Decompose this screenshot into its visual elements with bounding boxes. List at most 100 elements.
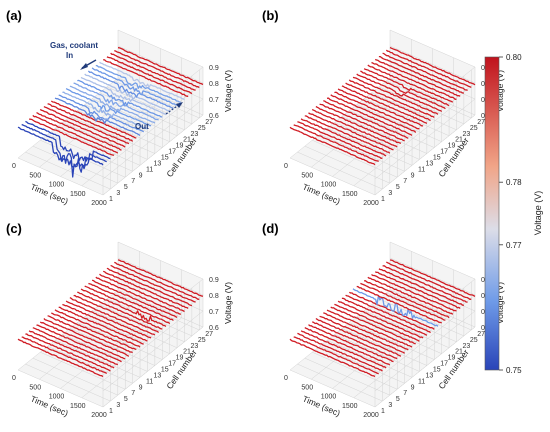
cell-tick-label: 19 (176, 355, 184, 362)
cell-tick-label: 9 (139, 384, 143, 391)
inlet-arrowhead (80, 63, 88, 70)
cell-trace-5 (304, 327, 391, 366)
cell-trace-24 (103, 59, 189, 97)
voltage-axis-label: Voltage (V) (495, 282, 505, 324)
cell-trace-15 (341, 297, 428, 336)
cell-trace-18 (352, 76, 439, 115)
cell-trace-12 (58, 306, 144, 345)
cell-tick-label: 3 (116, 190, 120, 197)
grid-line (374, 77, 476, 196)
voltage-tick-label: 0.8 (209, 81, 219, 88)
cell-tick-label: 17 (440, 361, 448, 368)
colorbar: 0.80 0.78 0.77 0.75 Voltage (V) (484, 53, 543, 375)
cell-trace-7 (39, 108, 126, 148)
cell-tick-label: 3 (116, 402, 120, 409)
outlet-arrowhead (176, 102, 183, 108)
cell-trace-27 (386, 261, 472, 300)
cell-tick-label: 25 (198, 337, 206, 344)
panel-label: (d) (262, 221, 279, 236)
cell-trace-1 (289, 338, 376, 378)
cell-trace-28 (117, 259, 204, 297)
cell-tick-label: 23 (462, 343, 470, 350)
cell-trace-28 (117, 47, 204, 86)
voltage-tick-label: 0.6 (209, 113, 219, 120)
cell-trace-13 (62, 91, 148, 130)
cell-tick-label: 21 (183, 349, 191, 356)
cell-trace-22 (95, 64, 181, 103)
time-tick-label: 500 (301, 172, 313, 179)
cell-tick-label: 7 (403, 390, 407, 397)
cell-trace-23 (99, 61, 185, 101)
grid-line (374, 257, 476, 376)
cell-trace-26 (110, 264, 196, 303)
colorbar-gradient (484, 56, 500, 371)
cell-trace-10 (323, 100, 409, 139)
cell-tick-label: 13 (425, 160, 433, 167)
cell-tick-label: 11 (418, 378, 425, 385)
cell-trace-27 (114, 261, 200, 300)
cell-tick-label: 19 (448, 355, 456, 362)
cell-tick-label: 21 (183, 137, 191, 144)
cell-tick-label: 11 (418, 166, 425, 173)
voltage-tick-label: 0.6 (209, 325, 219, 332)
cell-trace-10 (50, 100, 137, 139)
cell-trace-21 (91, 279, 178, 318)
cell-trace-16 (345, 82, 431, 122)
voltage-tick-label: 0.8 (209, 293, 219, 300)
colorbar-tick-label: 0.75 (506, 366, 522, 375)
cell-trace-15 (69, 297, 156, 336)
cell-tick-label: 25 (198, 125, 206, 132)
cell-trace-26 (382, 52, 468, 92)
cell-tick-label: 7 (131, 178, 135, 185)
cell-tick-label: 5 (396, 396, 400, 403)
cell-trace-10 (50, 312, 137, 351)
cell-trace-19 (84, 73, 171, 113)
grid-line (102, 45, 204, 164)
cell-trace-5 (304, 115, 391, 154)
grid-line (374, 289, 476, 408)
time-tick-label: 0 (12, 375, 16, 382)
cell-trace-23 (371, 61, 457, 100)
time-tick-label: 2000 (91, 412, 107, 419)
cell-trace-25 (106, 267, 193, 307)
voltage-axis-label: Voltage (V) (495, 70, 505, 112)
cell-trace-15 (69, 85, 156, 124)
cell-trace-24 (102, 270, 189, 309)
cell-trace-16 (345, 294, 431, 334)
cell-tick-label: 1 (109, 196, 113, 203)
cell-trace-3 (25, 120, 111, 162)
cell-trace-25 (378, 268, 464, 306)
grid-line (102, 29, 204, 148)
cell-trace-21 (91, 67, 178, 106)
cell-trace-18 (80, 288, 167, 327)
cell-trace-26 (382, 265, 468, 303)
cell-trace-25 (378, 55, 464, 94)
cell-tick-label: 17 (168, 361, 176, 368)
cell-trace-21 (363, 68, 450, 107)
cell-trace-1 (17, 338, 104, 378)
time-tick-label: 1500 (342, 403, 358, 410)
cell-trace-21 (364, 280, 450, 319)
colorbar-tick-label: 0.80 (506, 53, 522, 62)
cell-trace-1 (289, 126, 376, 166)
cell-trace-19 (84, 285, 171, 325)
cell-trace-16 (73, 82, 159, 121)
cell-trace-17 (77, 291, 163, 330)
cell-trace-15 (341, 85, 428, 124)
cell-trace-27 (114, 49, 200, 89)
panel-label: (b) (262, 8, 279, 23)
voltage-axis-label: Voltage (V) (223, 70, 233, 112)
cell-trace-18 (80, 76, 167, 116)
cell-trace-28 (389, 259, 476, 297)
cell-trace-3 (297, 332, 383, 372)
colorbar-tick-label: 0.78 (506, 178, 522, 187)
cell-trace-24 (374, 271, 461, 310)
cell-trace-11 (54, 97, 141, 136)
grid-line (102, 241, 204, 360)
cell-tick-label: 7 (131, 390, 135, 397)
grid-line (374, 29, 476, 148)
cell-tick-label: 5 (124, 396, 128, 403)
cell-tick-label: 3 (388, 190, 392, 197)
